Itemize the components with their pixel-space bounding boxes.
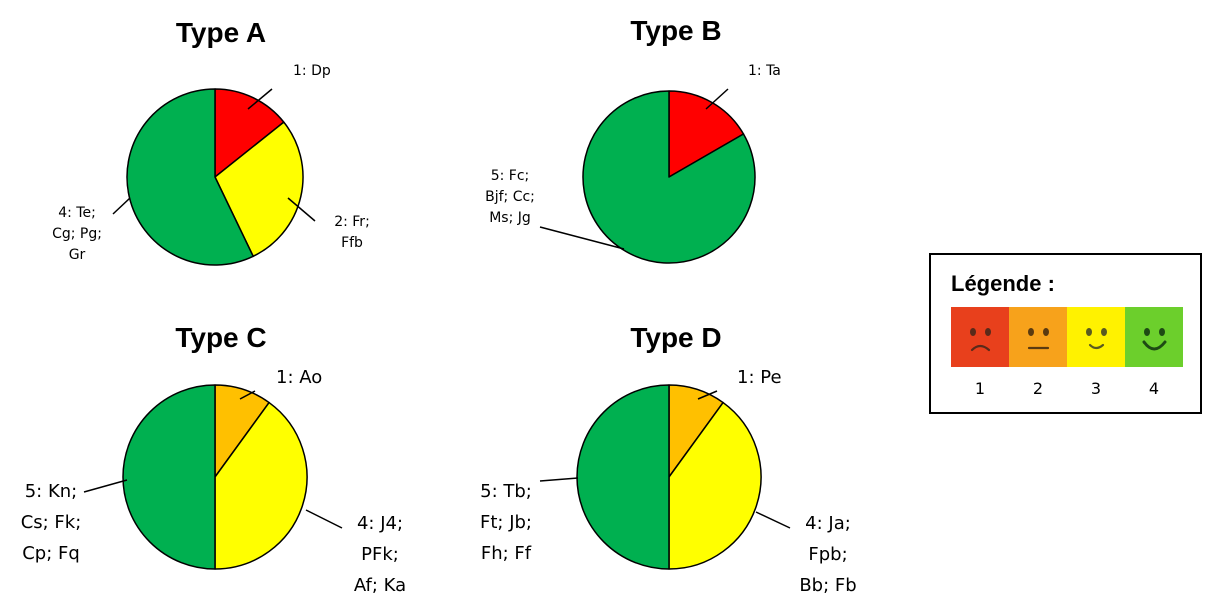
chart-title-type-a: Type A (176, 17, 266, 48)
legend-cell-2 (1009, 307, 1067, 367)
pie-slice-3-1 (668, 401, 762, 570)
pie-slice-2-2 (122, 384, 216, 570)
slice-label-2-0: 1: Ao (276, 367, 322, 388)
legend-cell-3 (1067, 307, 1125, 367)
slight-smile-face-icon (1086, 328, 1107, 350)
leader-line-2-0 (239, 390, 256, 400)
neutral-face-icon (1027, 328, 1050, 350)
slice-label-3-1: 4: Ja; Fpb; Bb; Fb (799, 513, 856, 596)
slice-label-2-1: 4: J4; PFk; Af; Ka (354, 513, 406, 596)
chart-title-type-b: Type B (630, 15, 721, 46)
sad-face-icon (970, 328, 991, 352)
legend-title: Légende : (951, 271, 1055, 296)
slice-label-3-2: 5: Tb; Ft; Jb; Fh; Ff (480, 481, 532, 564)
leader-line-0-0 (247, 88, 273, 110)
pie-slice-3-2 (576, 384, 670, 570)
pie-slice-0-0 (214, 88, 285, 178)
leader-line-1-1 (539, 226, 625, 250)
pie-slice-1-1 (582, 90, 756, 264)
leader-line-3-2 (539, 477, 579, 482)
slice-label-0-2: 4: Te; Cg; Pg; Gr (52, 205, 102, 263)
legend-scale: 1 2 3 4 (951, 307, 1183, 398)
leader-line-0-1 (287, 197, 316, 222)
legend-number-3: 3 (1090, 379, 1102, 398)
chart-title-type-c: Type C (175, 322, 266, 353)
chart-title-type-d: Type D (630, 322, 721, 353)
leader-line-0-2 (112, 197, 131, 215)
leader-line-1-0 (705, 88, 729, 110)
slice-label-0-0: 1: Dp (293, 63, 331, 79)
pie-slice-0-2 (126, 88, 254, 266)
leader-line-2-1 (305, 509, 343, 529)
leader-line-3-1 (755, 511, 791, 529)
pie-slice-2-1 (214, 401, 308, 570)
legend-number-2: 2 (1032, 379, 1044, 398)
slice-label-1-1: 5: Fc; Bjf; Cc; Ms; Jg (485, 168, 535, 226)
legend-cell-1 (951, 307, 1009, 367)
legend-number-1: 1 (974, 379, 986, 398)
slice-label-1-0: 1: Ta (748, 63, 781, 79)
slice-label-0-1: 2: Fr; Ffb (334, 214, 370, 251)
legend: Légende : 1 2 3 4 (929, 253, 1202, 414)
leader-line-3-0 (697, 390, 718, 400)
slice-label-2-2: 5: Kn; Cs; Fk; Cp; Fq (21, 481, 82, 564)
leader-line-2-2 (83, 479, 128, 493)
happy-face-icon (1142, 328, 1167, 351)
slice-label-3-0: 1: Pe (737, 367, 782, 388)
legend-cell-4 (1125, 307, 1183, 367)
pie-slice-1-0 (668, 90, 745, 178)
pie-slice-0-1 (214, 121, 304, 258)
legend-number-4: 4 (1148, 379, 1160, 398)
